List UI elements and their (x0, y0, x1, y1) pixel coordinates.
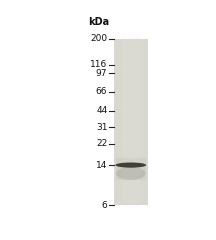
Text: 97: 97 (96, 69, 107, 78)
Text: 6: 6 (102, 201, 107, 210)
Text: kDa: kDa (88, 17, 109, 27)
Ellipse shape (115, 162, 146, 168)
Text: 66: 66 (96, 87, 107, 96)
Text: 116: 116 (90, 60, 107, 69)
Text: 31: 31 (96, 123, 107, 132)
Text: 200: 200 (90, 35, 107, 43)
Bar (116, 158, 146, 180)
Ellipse shape (116, 167, 146, 180)
Text: 44: 44 (96, 106, 107, 115)
Text: 14: 14 (96, 161, 107, 170)
Text: 22: 22 (96, 139, 107, 148)
